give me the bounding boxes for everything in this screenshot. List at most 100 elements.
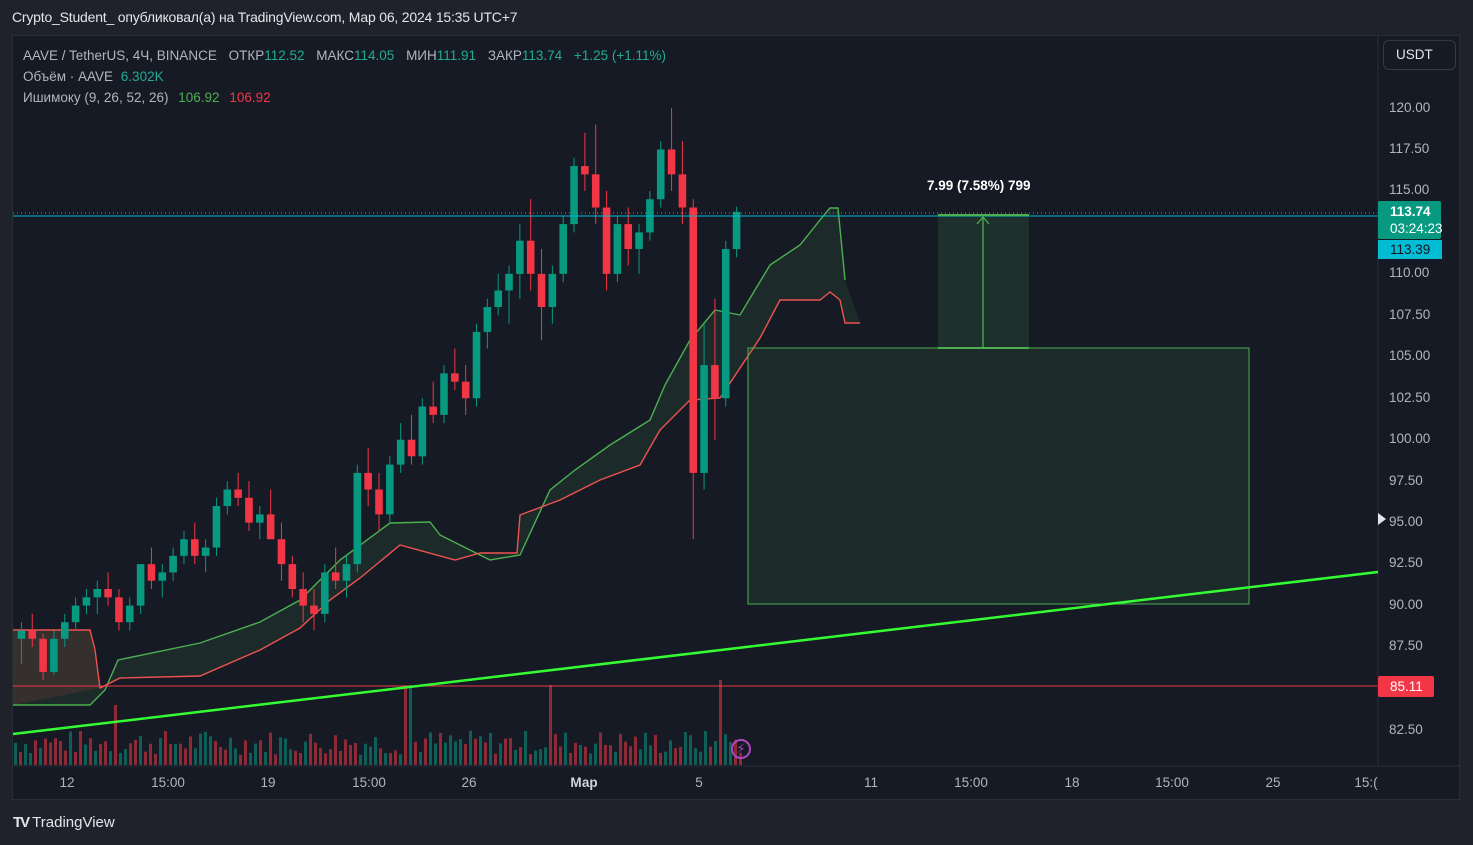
volume-bar — [304, 741, 307, 765]
candle-body — [17, 630, 26, 639]
open-value: 112.52 — [264, 48, 305, 63]
candle-body — [104, 589, 112, 598]
volume-bar — [74, 751, 77, 765]
volume-bar — [64, 750, 67, 765]
volume-bar — [149, 743, 152, 765]
volume-bar — [339, 750, 342, 765]
volume-bar — [354, 743, 357, 765]
prev-close-tag: 113.39 — [1378, 240, 1442, 259]
volume-bar — [399, 754, 402, 765]
volume-bar — [109, 751, 112, 765]
tradingview-logo[interactable]: TV TradingView — [13, 814, 115, 831]
volume-bar — [714, 741, 717, 765]
volume-bar — [264, 751, 267, 765]
candle-body — [245, 497, 253, 523]
symbol-label[interactable]: AAVE / TetherUS, 4Ч, BINANCE — [23, 48, 217, 63]
volume-bar — [214, 741, 217, 765]
ichimoku-label: Ишимоку (9, 26, 52, 26) — [23, 90, 169, 105]
volume-bar — [424, 738, 427, 765]
volume-bar — [84, 744, 87, 765]
target-zone-rectangle — [747, 347, 1250, 605]
current-price: 113.74 — [1390, 204, 1431, 219]
volume-bar — [444, 742, 447, 765]
candle-body — [147, 564, 156, 581]
candle-body — [483, 307, 492, 332]
chart-legend: AAVE / TetherUS, 4Ч, BINANCE ОТКР112.52 … — [23, 45, 666, 108]
volume-bar — [49, 742, 52, 765]
volume-bar — [454, 741, 457, 765]
low-label: МИН — [406, 48, 437, 63]
volume-bar — [234, 748, 237, 765]
volume-bar — [559, 746, 562, 765]
price-tick: 95.00 — [1389, 514, 1423, 529]
close-value: 113.74 — [521, 48, 563, 63]
candle-body — [212, 506, 221, 548]
volume-bar — [549, 685, 552, 765]
time-tick: 15:( — [1354, 775, 1378, 790]
candle-body — [635, 232, 643, 249]
volume-bar — [209, 736, 212, 765]
candle-body — [71, 605, 80, 623]
candle-body — [429, 406, 437, 415]
candle-body — [440, 373, 448, 415]
bar-countdown: 03:24:23 — [1390, 221, 1443, 236]
candle-body — [342, 564, 351, 581]
chart-frame[interactable] — [12, 35, 1460, 800]
volume-bar — [159, 737, 162, 765]
volume-bar — [144, 751, 147, 765]
volume-bar — [44, 738, 47, 765]
candle-body — [732, 211, 741, 249]
volume-bar — [429, 732, 432, 765]
volume-bar — [729, 741, 732, 765]
legend-ichimoku-row[interactable]: Ишимоку (9, 26, 52, 26) 106.92 106.92 — [23, 87, 666, 108]
price-tick: 120.00 — [1389, 100, 1431, 115]
horizontal-level-tag: 85.11 — [1378, 676, 1434, 697]
volume-bar — [704, 730, 707, 765]
candle-body — [505, 273, 513, 291]
volume-bar — [449, 735, 452, 765]
price-tick: 97.50 — [1389, 473, 1423, 488]
candle-body — [516, 240, 524, 274]
volume-bar — [284, 738, 287, 765]
legend-volume-row[interactable]: Объём · AAVE 6.302K — [23, 66, 666, 87]
time-tick: 25 — [1265, 775, 1281, 790]
volume-bar — [174, 744, 177, 765]
volume-bar — [314, 742, 317, 765]
volume-bar — [629, 746, 632, 765]
candle-body — [201, 547, 210, 556]
candle-body — [700, 365, 708, 473]
volume-bar — [309, 733, 312, 765]
volume-bar — [34, 740, 37, 765]
lightning-event-icon[interactable]: ⚡ — [731, 739, 751, 759]
currency-button[interactable]: USDT — [1383, 40, 1456, 70]
time-tick: 15:00 — [1155, 775, 1189, 790]
volume-label: Объём · AAVE — [23, 69, 114, 84]
candle-body — [581, 166, 589, 175]
volume-bar — [244, 740, 247, 765]
price-tick: 102.50 — [1389, 390, 1431, 405]
volume-bar — [709, 746, 712, 765]
volume-bar — [274, 754, 277, 765]
volume-bar — [689, 735, 692, 765]
candle-body — [310, 605, 318, 614]
volume-bar — [114, 705, 117, 765]
candle-body — [418, 406, 427, 457]
publisher-line: Crypto_Student_ опубликовал(а) на Tradin… — [12, 9, 518, 25]
volume-bar — [364, 743, 367, 765]
volume-bar — [529, 754, 532, 765]
volume-bar — [29, 753, 32, 765]
volume-bar — [494, 753, 497, 765]
volume-bar — [374, 737, 377, 765]
candle-body — [451, 373, 459, 382]
volume-bar — [269, 732, 272, 765]
volume-bar — [134, 739, 137, 765]
volume-bar — [524, 731, 527, 765]
ichimoku-span-b-line — [13, 291, 860, 690]
candle-body — [711, 365, 719, 399]
price-tick: 92.50 — [1389, 555, 1423, 570]
volume-bar — [79, 731, 82, 765]
volume-bar — [169, 744, 172, 765]
close-label: ЗАКР — [487, 48, 522, 63]
candle-body — [678, 174, 687, 208]
